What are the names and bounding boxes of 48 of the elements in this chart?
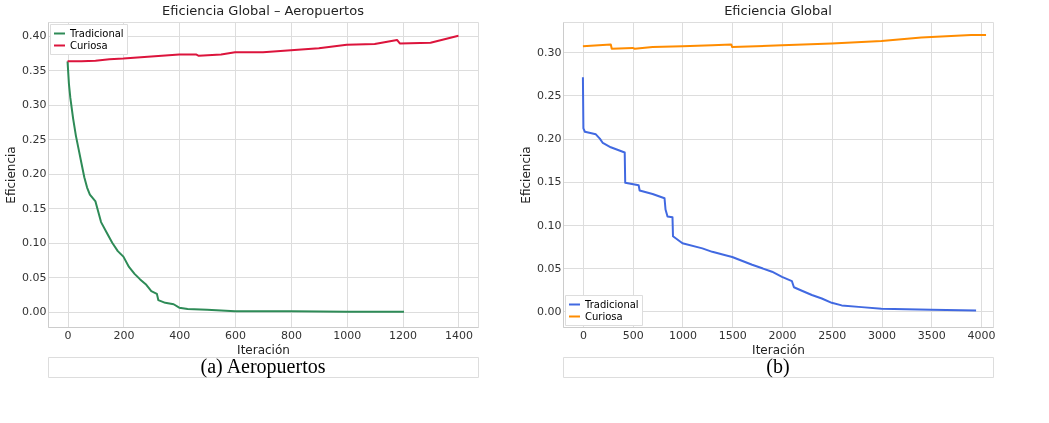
x-axis-title: Iteración — [237, 342, 290, 357]
x-axis-title: Iteración — [752, 342, 805, 357]
x-tick-label: 2000 — [768, 328, 797, 342]
y-tick-label: 0.25 — [537, 88, 562, 102]
line-series — [66, 60, 406, 313]
legend-label: Tradicional — [69, 27, 124, 39]
y-axis-title: Eficiencia — [519, 146, 534, 204]
y-tick-label: 0.05 — [537, 261, 562, 275]
y-tick-label: 0.05 — [22, 270, 47, 284]
x-tick-label: 4000 — [967, 328, 996, 342]
y-tick-label: 0.00 — [537, 304, 562, 318]
text: (b) — [766, 355, 790, 378]
y-tick-label: 0.15 — [537, 175, 562, 189]
y-tick-label: 0.10 — [22, 236, 47, 250]
x-tick-label: 1400 — [444, 328, 473, 342]
x-tick-label: 3000 — [868, 328, 897, 342]
x-tick-label: 200 — [113, 328, 135, 342]
x-tick-label: 3500 — [917, 328, 946, 342]
y-tick-label: 0.20 — [22, 167, 47, 181]
x-tick-label: 600 — [225, 328, 247, 342]
line-series — [581, 33, 988, 50]
legend-label: Tradicional — [584, 298, 639, 310]
text: (a) Aeropuertos — [200, 355, 326, 378]
x-tick-label: 1200 — [389, 328, 418, 342]
x-tick-label: 0 — [64, 328, 72, 342]
chart-title: Eficiencia Global — [724, 3, 832, 18]
x-tick-label: 0 — [579, 328, 587, 342]
y-tick-label: 0.35 — [22, 63, 47, 77]
x-tick-label: 1500 — [718, 328, 747, 342]
y-tick-label: 0.10 — [537, 218, 562, 232]
y-tick-label: 0.15 — [22, 201, 47, 215]
y-tick-label: 0.30 — [537, 45, 562, 59]
x-tick-label: 1000 — [668, 328, 697, 342]
legend-label: Curiosa — [70, 39, 108, 51]
legend-label: Curiosa — [585, 310, 623, 322]
x-tick-label: 500 — [622, 328, 644, 342]
x-tick-label: 800 — [280, 328, 302, 342]
x-tick-label: 400 — [169, 328, 191, 342]
y-tick-label: 0.00 — [22, 305, 47, 319]
chart-title: Eficiencia Global – Aeropuertos — [162, 3, 365, 18]
y-tick-label: 0.40 — [22, 29, 47, 43]
y-axis-title: Eficiencia — [4, 146, 19, 204]
y-tick-label: 0.20 — [537, 132, 562, 146]
line-series — [581, 76, 978, 312]
y-tick-label: 0.25 — [22, 132, 47, 146]
x-tick-label: 2500 — [818, 328, 847, 342]
x-tick-label: 1000 — [333, 328, 362, 342]
y-tick-label: 0.30 — [22, 98, 47, 112]
